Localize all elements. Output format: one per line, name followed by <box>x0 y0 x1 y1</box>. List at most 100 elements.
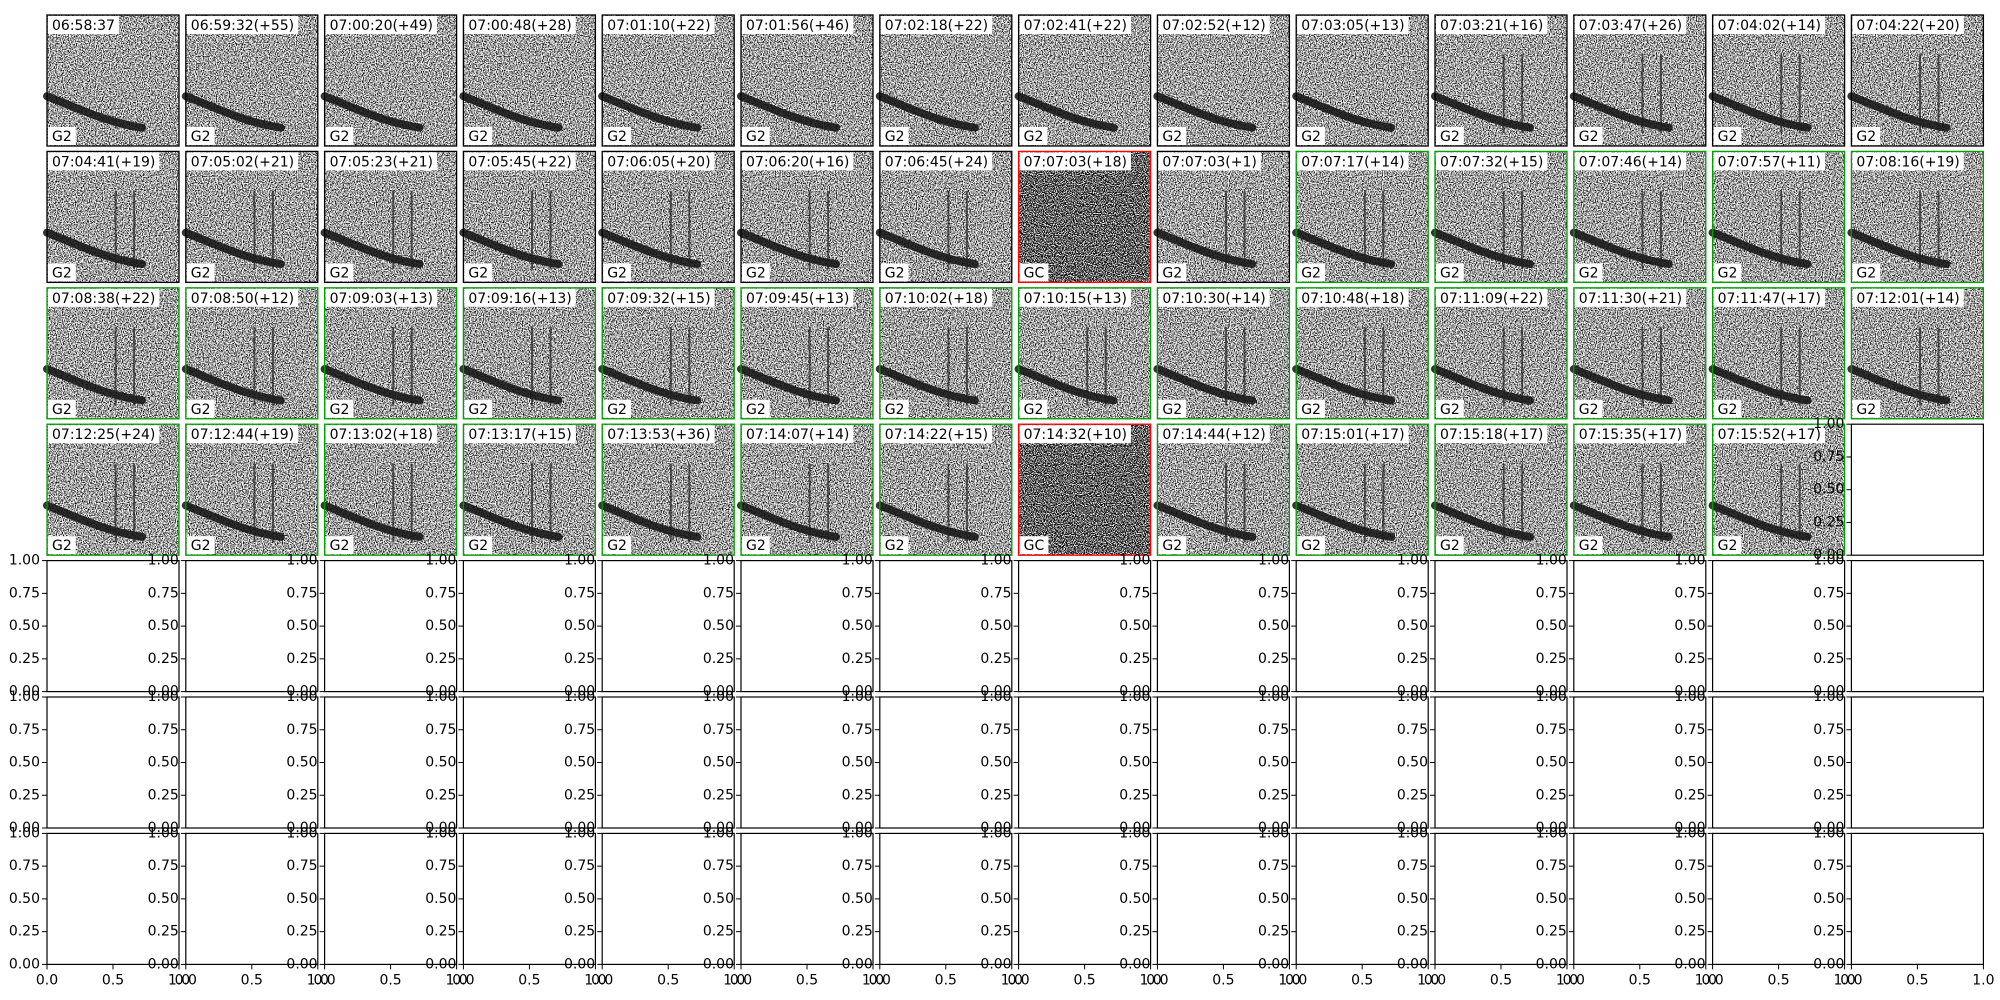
label-box <box>742 399 770 418</box>
y-tick-label: 0.75 <box>1813 722 1844 738</box>
x-tick-label: 1.0 <box>584 972 606 988</box>
y-tick-label: 0.75 <box>1813 585 1844 601</box>
noise <box>1018 15 1151 146</box>
empty-axes: 0.00 0.25 0.50 0.75 1.00 <box>1813 553 1985 700</box>
timestamp: 07:03:05(+13) <box>1301 18 1404 34</box>
y-tick-label: 1.00 <box>1397 825 1428 841</box>
y-tick-label: 1.00 <box>1813 553 1844 569</box>
spectrogram-panel: 07:07:46(+14) G2 <box>1569 150 1707 284</box>
frame <box>185 423 319 556</box>
spectrogram-panel: 07:07:57(+11) G2 <box>1708 150 1846 284</box>
y-tick-label: 0.00 <box>9 684 40 700</box>
frame <box>879 287 1013 420</box>
call-trace <box>598 92 702 132</box>
x-tick-label: 1.0 <box>1001 972 1023 988</box>
call-type: G2 <box>607 265 627 281</box>
frame <box>1573 150 1707 284</box>
axes-frame <box>1017 696 1152 829</box>
spectrogram-panel: 07:12:44(+19) G2 <box>181 423 319 556</box>
frame <box>1850 14 1985 147</box>
timestamp: 07:06:20(+16) <box>746 154 849 170</box>
label-box <box>325 399 354 418</box>
call-type: G2 <box>1162 538 1182 554</box>
label-box <box>1436 127 1464 145</box>
label-box <box>1019 127 1048 145</box>
call-trace <box>875 501 979 541</box>
y-tick-label: 0.00 <box>425 684 456 700</box>
y-tick-label: 1.00 <box>425 553 456 569</box>
call-trace <box>1569 228 1673 269</box>
label-box <box>48 16 119 34</box>
timestamp: 07:04:02(+14) <box>1718 18 1821 34</box>
y-tick-label: 0.25 <box>564 924 595 940</box>
empty-axes: 0.00 0.25 0.50 0.75 1.00 0.0 0.5 1.0 <box>425 825 606 988</box>
y-tick-label: 1.00 <box>9 825 40 841</box>
y-tick-label: 0.00 <box>842 956 873 972</box>
y-tick-label: 1.00 <box>564 553 595 569</box>
spectrogram-panel: 07:00:20(+49) G2 <box>320 14 458 147</box>
label-box <box>1436 263 1464 282</box>
y-tick-label: 0.00 <box>286 684 317 700</box>
label-box <box>1436 16 1548 34</box>
y-tick-label: 0.25 <box>9 924 40 940</box>
empty-axes: 0.00 0.25 0.50 0.75 1.00 <box>564 553 735 700</box>
noise <box>602 151 735 283</box>
timestamp: 07:10:02(+18) <box>885 291 988 307</box>
label-box <box>48 288 160 307</box>
y-tick-label: 0.25 <box>286 787 317 803</box>
noise <box>1573 287 1706 419</box>
y-tick-label: 0.75 <box>9 858 40 874</box>
y-tick-label: 0.25 <box>703 787 734 803</box>
spectrogram-panel: 07:11:09(+22) G2 <box>1431 287 1568 420</box>
label-box <box>464 425 576 444</box>
y-tick-label: 0.25 <box>1813 787 1844 803</box>
y-tick-label: 0.00 <box>425 956 456 972</box>
y-tick-label: 0.00 <box>980 684 1011 700</box>
frame <box>1711 150 1846 284</box>
y-tick-label: 0.00 <box>1119 956 1150 972</box>
y-tick-label: 0.00 <box>1813 684 1844 700</box>
x-tick-label: 0.5 <box>1906 972 1928 988</box>
empty-axes: 0.00 0.25 0.50 0.75 1.00 <box>1813 416 1985 563</box>
y-tick-label: 1.00 <box>1397 553 1428 569</box>
call-trace <box>1014 365 1118 405</box>
frame <box>1573 423 1707 556</box>
call-trace <box>181 501 285 541</box>
y-tick-label: 0.00 <box>564 956 595 972</box>
label-box <box>186 127 215 145</box>
frame <box>46 14 180 147</box>
noise <box>1573 151 1706 283</box>
noise <box>1435 287 1567 419</box>
label-box <box>48 127 76 145</box>
frame <box>1017 423 1152 556</box>
label-box <box>186 536 215 555</box>
label-box <box>1297 127 1325 145</box>
y-tick-label: 0.50 <box>286 755 317 771</box>
y-tick-label: 0.50 <box>980 755 1011 771</box>
spectrogram-panel: 07:09:03(+13) G2 <box>320 287 458 420</box>
axes-frame <box>185 559 319 693</box>
y-tick-label: 0.25 <box>564 787 595 803</box>
frame <box>601 150 735 284</box>
label-box <box>1852 152 1964 171</box>
frame <box>1434 287 1568 420</box>
y-tick-label: 0.25 <box>9 787 40 803</box>
axes-frame <box>462 559 596 693</box>
y-tick-label: 1.00 <box>1258 825 1289 841</box>
y-tick-label: 1.00 <box>980 825 1011 841</box>
call-trace <box>1847 92 1951 132</box>
y-tick-label: 0.00 <box>1119 684 1150 700</box>
empty-axes: 0.00 0.25 0.50 0.75 1.00 <box>286 553 458 700</box>
call-type: G2 <box>885 402 905 418</box>
spectrogram-panel: 07:13:17(+15) G2 <box>459 423 597 556</box>
empty-axes: 0.00 0.25 0.50 0.75 1.00 <box>1674 689 1846 836</box>
timestamp: 07:15:18(+17) <box>1440 427 1543 443</box>
call-type: G2 <box>607 538 627 554</box>
x-tick-label: 0.0 <box>730 972 752 988</box>
call-type: GC <box>1024 265 1045 281</box>
noise <box>1573 15 1706 146</box>
axes-frame <box>324 832 458 966</box>
call-trace <box>459 365 563 405</box>
call-type: G2 <box>1024 129 1044 145</box>
